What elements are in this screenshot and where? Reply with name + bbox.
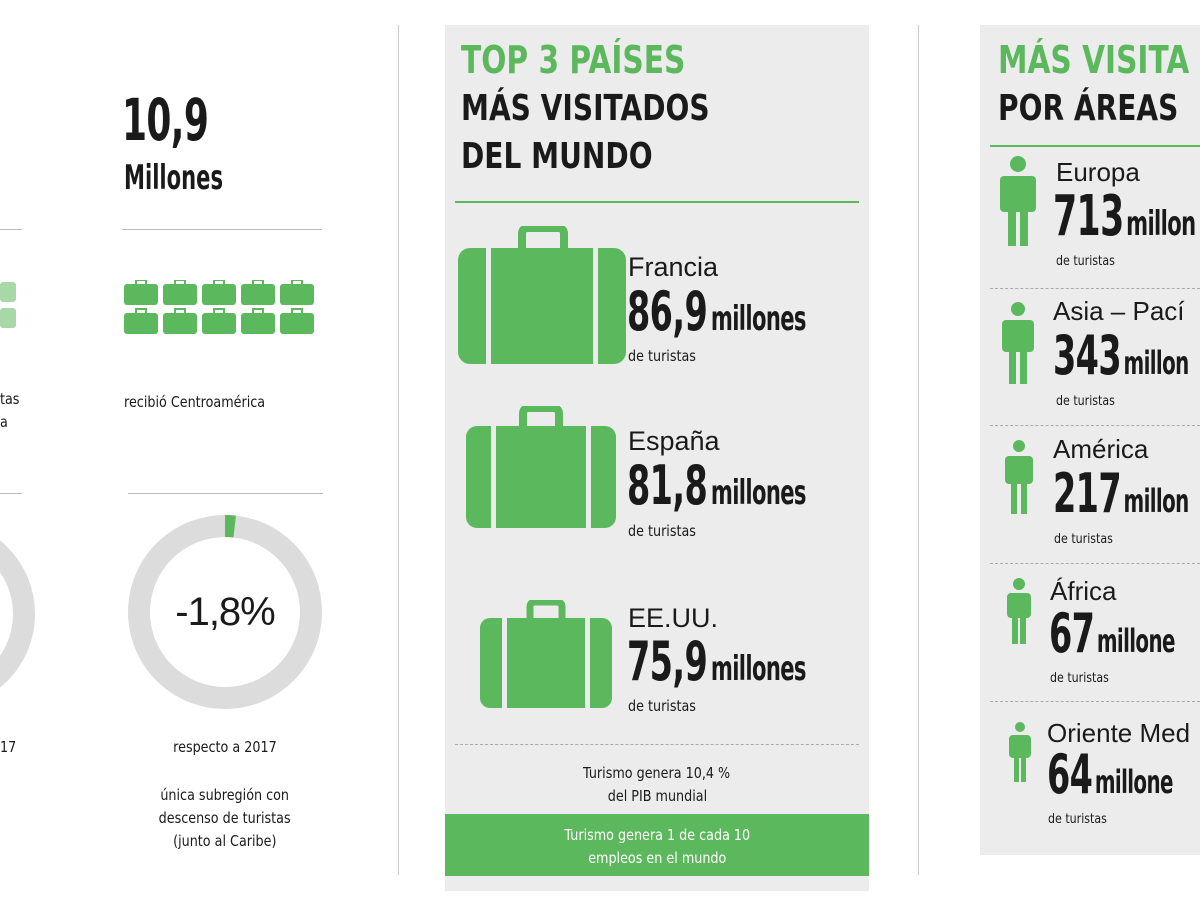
region-sub: de turistas	[1056, 394, 1115, 409]
region-value: 217millon	[1053, 462, 1189, 525]
dashed-divider	[990, 288, 1200, 289]
suitcase-icon	[280, 280, 314, 305]
suitcase-grid	[124, 280, 314, 334]
divider	[0, 493, 22, 494]
suitcase-icon	[241, 308, 275, 334]
column-divider	[398, 25, 399, 875]
region-sub: de turistas	[1056, 254, 1115, 269]
divider	[128, 493, 323, 494]
top3-title: TOP 3 PAÍSES	[461, 38, 686, 82]
divider	[0, 229, 22, 230]
country-value: 81,8 millones	[627, 454, 806, 517]
person-icon	[1005, 440, 1033, 514]
suitcase-icon	[124, 308, 158, 334]
country-value: 86,9 millones	[627, 280, 806, 343]
areas-title: MÁS VISITA	[998, 38, 1190, 82]
country-sub: de turistas	[628, 522, 696, 540]
suitcase-icon	[466, 406, 616, 528]
year-fragment: 17	[0, 738, 17, 756]
country-sub: de turistas	[628, 347, 696, 365]
region-name: Oriente Med	[1047, 718, 1191, 748]
suitcase-grid-partial	[0, 282, 16, 328]
suitcase-icon	[458, 226, 626, 364]
region-sub: de turistas	[1050, 671, 1109, 686]
note: única subregión con descenso de turistas…	[159, 786, 291, 850]
footnote: Turismo genera 10,4 % del PIB mundial	[583, 764, 731, 805]
region-name: Asia – Pací	[1053, 296, 1185, 326]
suitcase-icon	[280, 308, 314, 334]
dashed-divider	[455, 744, 859, 745]
text-fragment: a	[0, 413, 8, 431]
region-name: América	[1053, 434, 1149, 464]
region-name: África	[1050, 576, 1117, 606]
divider	[122, 229, 322, 230]
text-fragment: tas	[0, 390, 20, 408]
suitcase-icon	[202, 308, 236, 334]
donut-chart	[128, 515, 322, 709]
suitcase-icon	[163, 308, 197, 334]
top3-title-line3: DEL MUNDO	[461, 136, 653, 177]
column-divider	[918, 25, 919, 875]
suitcase-icon	[163, 280, 197, 305]
suitcase-icon	[202, 280, 236, 305]
top3-title-line2: MÁS VISITADOS	[461, 88, 710, 129]
title-underline	[455, 201, 859, 203]
region-name: Europa	[1056, 157, 1140, 187]
stat-unit: Millones	[124, 158, 223, 198]
region-value: 64millone	[1047, 743, 1173, 806]
dashed-divider	[990, 701, 1200, 702]
person-icon	[1002, 302, 1034, 384]
donut-arc	[224, 515, 236, 538]
areas-title-line2: POR ÁREAS	[998, 88, 1179, 129]
region-sub: de turistas	[1048, 812, 1107, 827]
country-value: 75,9 millones	[627, 630, 806, 693]
dashed-divider	[990, 563, 1200, 564]
partial-ring	[0, 540, 35, 688]
region-sub: de turistas	[1054, 532, 1113, 547]
country-sub: de turistas	[628, 697, 696, 715]
country-name: España	[628, 426, 720, 456]
person-icon	[1009, 722, 1031, 782]
subtitle: recibió Centroamérica	[124, 393, 266, 411]
stat-value: 10,9	[122, 86, 209, 154]
donut-value: -1,8%	[175, 590, 276, 634]
suitcase-icon	[241, 280, 275, 305]
person-icon	[1007, 578, 1031, 644]
region-value: 343millon	[1053, 324, 1189, 387]
suitcase-icon	[480, 600, 612, 708]
country-name: Francia	[628, 252, 719, 282]
country-name: EE.UU.	[628, 603, 719, 633]
region-value: 67millone	[1049, 602, 1175, 665]
dashed-divider	[990, 425, 1200, 426]
region-value: 713millon	[1053, 184, 1196, 249]
suitcase-icon	[124, 280, 158, 305]
title-underline	[990, 145, 1200, 147]
donut-caption: respecto a 2017	[173, 738, 277, 756]
employment-banner: Turismo genera 1 de cada 10 empleos en e…	[445, 814, 869, 876]
person-icon	[1000, 156, 1036, 246]
